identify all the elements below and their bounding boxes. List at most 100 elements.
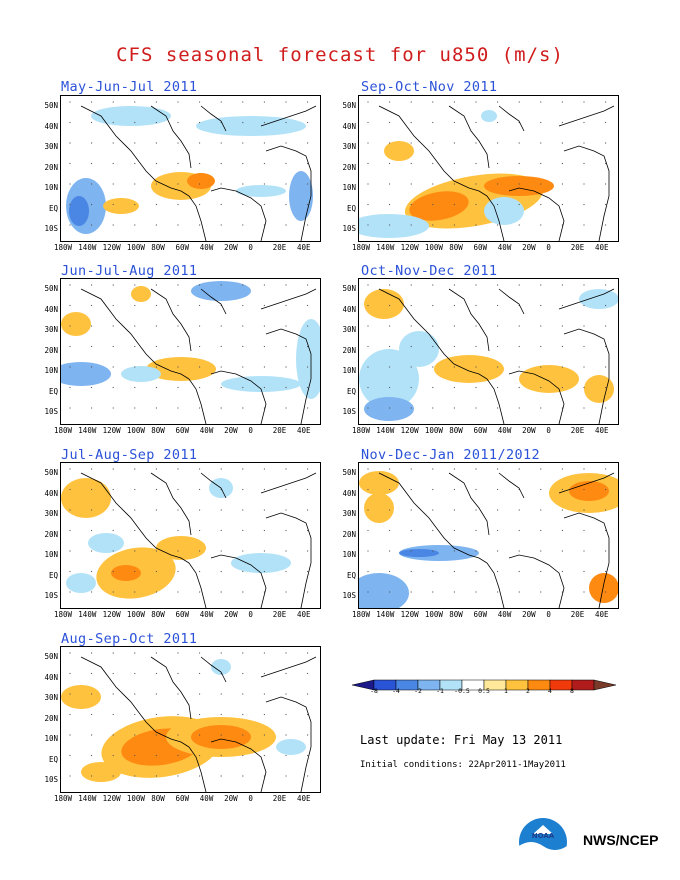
forecast-map [358, 95, 619, 242]
anomaly-shading [359, 214, 429, 238]
coastline [80, 105, 190, 197]
longitude-label: 140W [78, 610, 97, 619]
latitude-label: EQ [48, 386, 58, 396]
coastline [508, 370, 565, 424]
longitude-label: 180W [54, 794, 73, 803]
longitude-label: 20W [522, 243, 536, 252]
latitude-label: 10S [44, 591, 58, 600]
panel-title: Nov-Dec-Jan 2011/2012 [361, 447, 541, 463]
colorbar-tick-label: 2 [526, 687, 530, 695]
anomaly-shading [61, 685, 101, 709]
anomaly-shading [231, 553, 291, 573]
latitude-label: EQ [48, 570, 58, 580]
latitude-label: 20N [44, 345, 58, 355]
coastline [558, 472, 615, 494]
latitude-label: 10N [342, 550, 356, 559]
anomaly-shading [211, 659, 231, 675]
longitude-label: 20E [272, 426, 287, 435]
longitude-label: 80W [449, 610, 463, 619]
coastline [188, 195, 207, 241]
coastline [448, 105, 490, 169]
latitude-label: 20N [342, 529, 356, 539]
panel-title: Aug-Sep-Oct 2011 [61, 631, 198, 647]
last-update: Last update: Fri May 13 2011 [360, 733, 563, 747]
agency-label: NWS/NCEP [583, 832, 659, 848]
latitude-label: 10N [342, 183, 356, 192]
latitude-label: 10N [44, 550, 58, 559]
longitude-label: 20W [522, 610, 536, 619]
longitude-label: 20E [272, 794, 287, 803]
anomaly-shading [359, 573, 409, 608]
latitude-label: 30N [44, 509, 58, 518]
latitude-label: 50N [342, 284, 356, 293]
coastline [486, 378, 505, 424]
longitude-label: 100W [126, 794, 145, 803]
longitude-label: 20W [224, 426, 238, 435]
latitude-label: 40N [342, 488, 356, 498]
longitude-label: 120W [400, 426, 419, 435]
latitude-label: EQ [48, 203, 58, 213]
longitude-label: 120W [102, 426, 121, 435]
longitude-label: 180W [352, 610, 371, 619]
coastline [210, 554, 267, 608]
longitude-label: 20W [224, 610, 238, 619]
anomaly-shading [66, 573, 96, 593]
longitude-label: 60W [175, 426, 190, 435]
latitude-label: 10N [44, 366, 58, 375]
coastline [558, 288, 615, 310]
coastline [486, 562, 505, 608]
initial-conditions: Initial conditions: 22Apr2011-1May2011 [360, 760, 566, 770]
longitude-label: 20E [570, 243, 585, 252]
latitude-label: EQ [346, 386, 356, 396]
longitude-label: 100W [424, 610, 443, 619]
latitude-label: 10N [342, 366, 356, 375]
colorbar-tick-label: 4 [548, 687, 552, 695]
colorbar-graphic [351, 679, 617, 691]
longitude-label: 0 [248, 243, 253, 252]
coastline [260, 472, 317, 494]
latitude-label: 50N [342, 468, 356, 477]
noaa-logo-icon: NOAA [517, 816, 569, 872]
anomaly-shading [519, 365, 579, 393]
latitude-label: EQ [346, 203, 356, 213]
latitude-label: 30N [44, 325, 58, 334]
longitude-label: 180W [54, 610, 73, 619]
coastline [265, 512, 312, 608]
longitude-label: 120W [102, 610, 121, 619]
latitude-label: 30N [342, 142, 356, 151]
anomaly-shading [579, 289, 618, 309]
coastline [150, 288, 192, 352]
longitude-label: 20W [224, 794, 238, 803]
latitude-label: 50N [342, 101, 356, 110]
latitude-label: 40N [342, 121, 356, 131]
coastline [378, 105, 488, 197]
coastline [486, 195, 505, 241]
anomaly-shading [484, 176, 554, 196]
longitude-label: 0 [248, 610, 253, 619]
coastline [260, 105, 317, 127]
longitude-label: 100W [424, 243, 443, 252]
longitude-label: 0 [248, 794, 253, 803]
coastline [498, 105, 525, 132]
coastline [150, 472, 192, 536]
longitude-label: 40W [497, 426, 512, 435]
latitude-label: 30N [44, 142, 58, 151]
longitude-label: 40W [199, 243, 214, 252]
colorbar-swatch [593, 679, 617, 691]
colorbar: -8 -4 -2 -1 -0.5 0.5 1 2 4 8 [351, 678, 628, 712]
coastline [265, 145, 312, 241]
colorbar-tick-label: 8 [570, 687, 574, 695]
anomaly-shading [584, 375, 614, 403]
coastline [265, 328, 312, 424]
longitude-label: 100W [126, 426, 145, 435]
anomaly-shading [481, 110, 497, 122]
colorbar-tick-label: -8 [370, 687, 378, 695]
colorbar-tick-label: -2 [414, 687, 422, 695]
longitude-label: 40E [297, 794, 311, 803]
anomaly-shading [359, 349, 419, 409]
anomaly-shading [399, 549, 439, 557]
longitude-label: 40E [595, 610, 609, 619]
forecast-map [358, 278, 619, 425]
colorbar-tick-label: -0.5 [454, 687, 470, 695]
latitude-label: 20N [342, 162, 356, 172]
